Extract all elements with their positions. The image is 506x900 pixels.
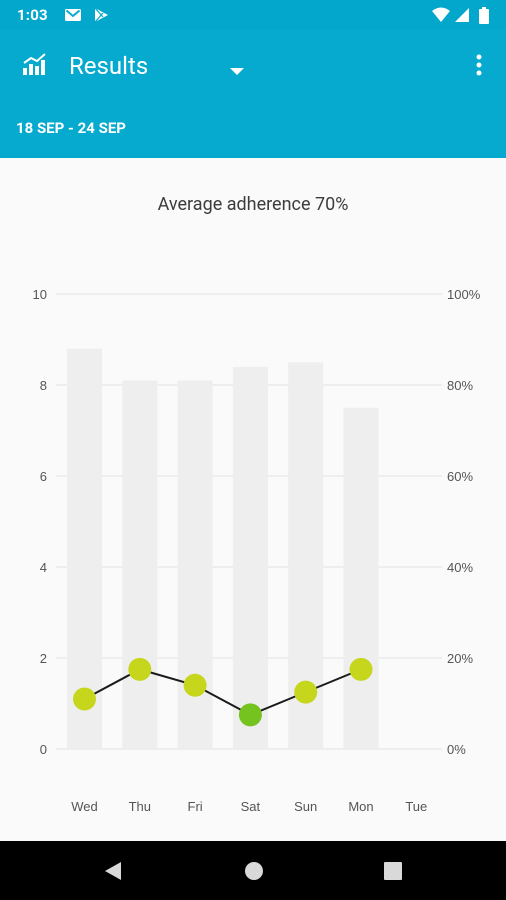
right-tick-label: 80% — [447, 378, 473, 393]
recents-icon[interactable] — [384, 862, 402, 884]
data-point — [238, 703, 262, 727]
right-tick-label: 20% — [447, 651, 473, 666]
status-time: 1:03 — [17, 6, 48, 24]
navigation-bar — [0, 841, 506, 900]
left-tick-label: 10 — [33, 287, 47, 302]
back-icon[interactable] — [103, 861, 123, 885]
x-tick-label: Mon — [348, 799, 373, 814]
x-tick-label: Fri — [188, 799, 203, 814]
wifi-icon — [432, 7, 450, 27]
date-range: 18 SEP - 24 SEP — [16, 119, 126, 137]
x-tick-label: Thu — [129, 799, 151, 814]
x-tick-label: Sun — [294, 799, 317, 814]
right-tick-label: 60% — [447, 469, 473, 484]
x-tick-label: Sat — [241, 799, 261, 814]
bar — [67, 348, 102, 749]
data-point — [183, 673, 207, 697]
chart-area: Average adherence 70% 0 2 4 6 8 10 0% 20% 40% 60%… — [0, 158, 506, 840]
bar — [343, 407, 379, 749]
data-point — [294, 680, 318, 704]
left-tick-label: 4 — [40, 560, 47, 575]
bar — [122, 380, 158, 749]
right-tick-label: 100% — [447, 287, 481, 302]
home-icon[interactable] — [244, 861, 264, 885]
x-tick-label: Tue — [405, 799, 427, 814]
data-point — [73, 687, 96, 711]
app-bar: Results 18 SEP - 24 SEP — [0, 30, 506, 158]
play-store-icon — [93, 7, 109, 27]
page-title[interactable]: Results — [69, 52, 149, 80]
bar — [232, 366, 268, 749]
more-options-icon[interactable] — [475, 54, 483, 80]
mail-icon — [64, 7, 82, 27]
chart-title: Average adherence 70% — [157, 194, 349, 215]
left-tick-label: 8 — [40, 378, 47, 393]
x-tick-label: Wed — [71, 799, 98, 814]
dropdown-arrow-icon[interactable] — [230, 61, 244, 80]
battery-icon — [479, 7, 489, 28]
data-point — [349, 657, 373, 681]
left-tick-label: 6 — [40, 469, 47, 484]
data-point — [128, 657, 152, 681]
status-bar: 1:03 — [0, 0, 506, 30]
right-tick-label: 0% — [447, 742, 466, 757]
left-tick-label: 2 — [40, 651, 47, 666]
chart-icon — [22, 52, 48, 80]
left-tick-label: 0 — [40, 742, 47, 757]
right-tick-label: 40% — [447, 560, 473, 575]
signal-icon — [453, 7, 469, 27]
